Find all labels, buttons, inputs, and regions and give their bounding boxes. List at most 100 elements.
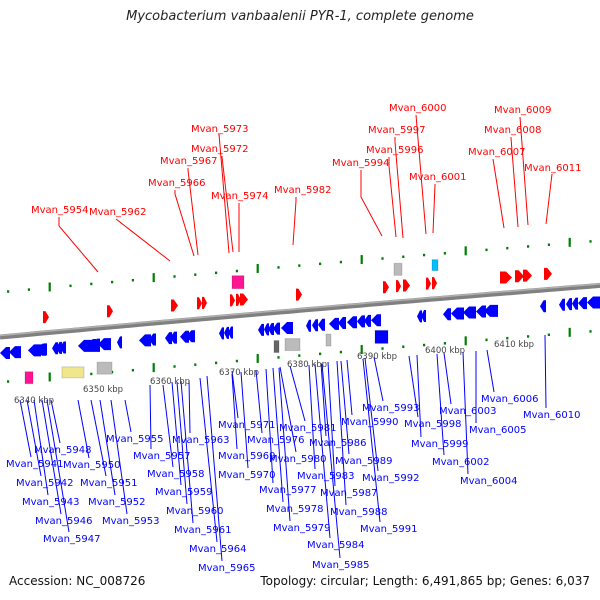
gene-label-reverse: Mvan_5941 [6,459,63,470]
scale-tick-top-minor [485,248,488,252]
scale-tick-top-minor [339,260,342,264]
label-leader-line [221,156,234,253]
gene-label-reverse: Mvan_5976 [247,435,304,446]
scale-tick-top-minor [90,282,93,286]
label-leader-line [292,197,297,246]
reverse-gene-arrow [364,314,371,327]
reverse-gene-arrow [149,333,156,346]
scale-tick-bottom-minor [527,335,530,338]
forward-gene-arrow [43,311,49,324]
forward-gene-arrow [500,271,512,284]
label-leader-line [519,116,529,226]
label-leader-line [176,381,188,505]
gene-label-reverse: Mvan_5958 [147,469,204,480]
scale-tick-bottom-minor [194,363,197,366]
gene-label-forward: Mvan_5962 [89,207,146,218]
scale-tick-top-minor [381,257,384,260]
scale-tick-bottom-minor [131,368,134,372]
gene-label-forward: Mvan_5996 [366,145,423,156]
reverse-gene-arrow [273,322,280,335]
reverse-gene-arrow [329,317,339,330]
reverse-gene-arrow [268,323,274,336]
gene-label-reverse: Mvan_6003 [439,406,496,417]
gene-label-reverse: Mvan_5969 [218,451,275,462]
scale-tick-top-minor [443,252,446,255]
scale-tick-bottom-minor [339,350,342,354]
label-leader-line [362,358,381,523]
reverse-gene-arrow [92,338,100,351]
label-leader-line [99,399,116,496]
gene-label-forward: Mvan_6007 [468,147,525,158]
label-leader-line [19,399,32,458]
forward-gene-arrow [202,296,207,309]
gene-label-forward: Mvan_5974 [211,191,268,202]
accession-text: Accession: NC_008726 [9,574,146,588]
gene-label-forward: Mvan_5982 [274,185,331,196]
reverse-gene-arrow [281,321,293,334]
label-leader-line [115,218,171,262]
reverse-gene-arrow [98,338,111,351]
label-leader-line [346,359,353,416]
scale-label-kbp: 6360 kbp [150,377,190,387]
label-leader-line [436,353,445,456]
forward-gene-arrow [296,288,302,301]
scale-tick-top-minor [173,275,176,278]
label-leader-line [432,184,436,234]
gene-label-reverse: Mvan_5951 [80,478,137,489]
label-leader-line [416,354,422,438]
forward-gene-arrow [236,293,241,306]
scale-tick-bottom-major [152,363,155,373]
label-leader-line [199,377,218,543]
forward-gene-arrow [515,270,524,283]
scale-tick-bottom-minor [90,372,93,376]
gene-label-reverse: Mvan_5985 [312,560,369,571]
reverse-gene-arrow [60,341,66,354]
label-leader-line [255,369,263,434]
label-leader-line [240,371,249,469]
scale-tick-bottom-minor [298,354,301,357]
gene-label-forward: Mvan_6000 [389,103,446,114]
label-leader-line [180,380,194,524]
reverse-gene-arrow [52,342,58,355]
gene-label-reverse: Mvan_5984 [307,540,364,551]
scale-tick-bottom-minor [381,347,384,350]
genome-backbone-highlight [0,283,600,337]
gene-label-reverse: Mvan_5992 [362,473,419,484]
label-leader-line [308,364,316,470]
scale-tick-bottom-minor [7,380,10,383]
gene-label-reverse: Mvan_5943 [22,497,79,508]
label-leader-line [58,217,99,273]
gene-label-reverse: Mvan_5970 [218,470,275,481]
reverse-gene-arrow [306,319,311,332]
scale-tick-bottom-minor [111,370,114,374]
label-leader-line [340,360,350,455]
scale-tick-top-minor [589,240,592,243]
rna-feature [24,371,34,385]
scale-tick-top-minor [235,269,238,273]
gene-label-reverse: Mvan_5971 [218,420,275,431]
reverse-gene-arrow [219,327,224,340]
reverse-gene-arrow [318,318,325,331]
reverse-gene-arrow [9,346,21,359]
label-leader-line [187,168,199,256]
forward-gene-arrow [403,279,410,292]
genome-backbone [0,282,600,340]
reverse-gene-arrow [476,305,486,318]
forward-gene-arrow [544,267,552,280]
scale-tick-top-major [568,237,571,247]
label-leader-line [545,173,553,225]
scale-tick-bottom-minor [589,330,592,333]
label-leader-line [272,367,284,503]
reverse-gene-arrow [371,314,381,327]
gene-label-reverse: Mvan_5959 [155,487,212,498]
scale-tick-top-minor [131,278,134,282]
reverse-gene-arrow [117,336,122,349]
reverse-gene-arrow [357,315,365,328]
label-leader-line [77,399,90,459]
reverse-gene-arrow [180,330,189,343]
label-leader-line [320,362,327,437]
gene-label-reverse: Mvan_5986 [309,438,366,449]
reverse-gene-arrow [224,326,229,339]
forward-gene-arrow [432,277,437,290]
gene-label-reverse: Mvan_5993 [362,403,419,414]
